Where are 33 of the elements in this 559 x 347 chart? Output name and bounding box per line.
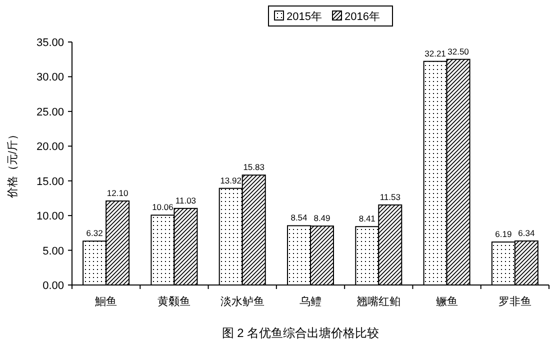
y-tick-label: 20.00 (36, 141, 64, 154)
x-tick-label: 淡水鲈鱼 (220, 295, 264, 308)
text: 图 2 名优鱼综合出塘价格比较 (222, 326, 380, 340)
y-axis-title: 价格（元/斤） (6, 128, 19, 200)
data-label: 13.92 (220, 175, 242, 186)
data-label: 8.41 (358, 214, 376, 224)
data-label: 11.53 (380, 192, 401, 202)
y-tick-label: 10.00 (36, 210, 64, 223)
x-tick-label: 乌鳢 (300, 296, 322, 308)
data-label: 6.32 (86, 228, 104, 238)
x-tick-label: 翘嘴红鲌 (356, 295, 401, 308)
data-label: 8.54 (290, 212, 308, 223)
data-label: 32.50 (448, 46, 470, 56)
data-label: 12.10 (106, 188, 128, 198)
y-tick-label: 25.00 (36, 106, 64, 118)
data-label: 11.03 (175, 195, 196, 206)
y-tick-label: 5.00 (42, 245, 64, 258)
data-label: 6.34 (518, 228, 535, 238)
x-tick-label: 罗非鱼 (498, 295, 532, 308)
data-label: 6.19 (495, 229, 512, 240)
y-tick-label: 15.00 (36, 176, 64, 188)
y-tick-label: 35.00 (36, 37, 64, 49)
data-label: 15.83 (243, 162, 265, 172)
y-tick-label: 0.00 (42, 280, 64, 292)
legend-label: 2015年 (286, 11, 322, 23)
data-label: 8.49 (314, 213, 331, 224)
y-tick-label: 30.00 (36, 72, 64, 84)
data-label: 10.06 (152, 202, 174, 212)
x-tick-label: 鮰鱼 (95, 296, 118, 308)
legend-label: 2016年 (344, 11, 380, 23)
x-tick-label: 黄颡鱼 (158, 295, 191, 308)
x-tick-label: 鳜鱼 (436, 296, 458, 308)
data-label: 32.21 (424, 48, 446, 58)
